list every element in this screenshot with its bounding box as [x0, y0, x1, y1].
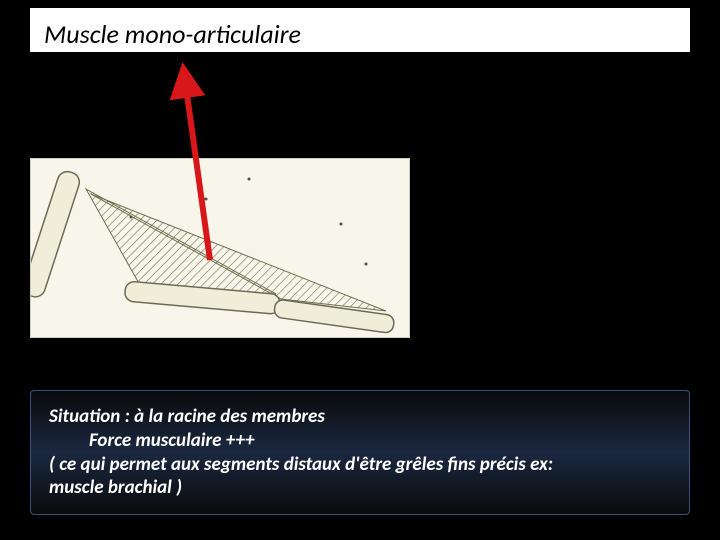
desc-line-4: muscle brachial ) [49, 476, 671, 500]
force-arrow [150, 60, 270, 270]
slide-title: Muscle mono-articulaire [40, 18, 305, 50]
desc-line-3: ( ce qui permet aux segments distaux d'ê… [49, 453, 671, 477]
vertical-bone [31, 169, 82, 299]
desc-line-1: Situation : à la racine des membres [49, 405, 671, 429]
desc-line-2: Force musculaire +++ [49, 429, 671, 453]
description-box: Situation : à la racine des membres Forc… [30, 390, 690, 515]
